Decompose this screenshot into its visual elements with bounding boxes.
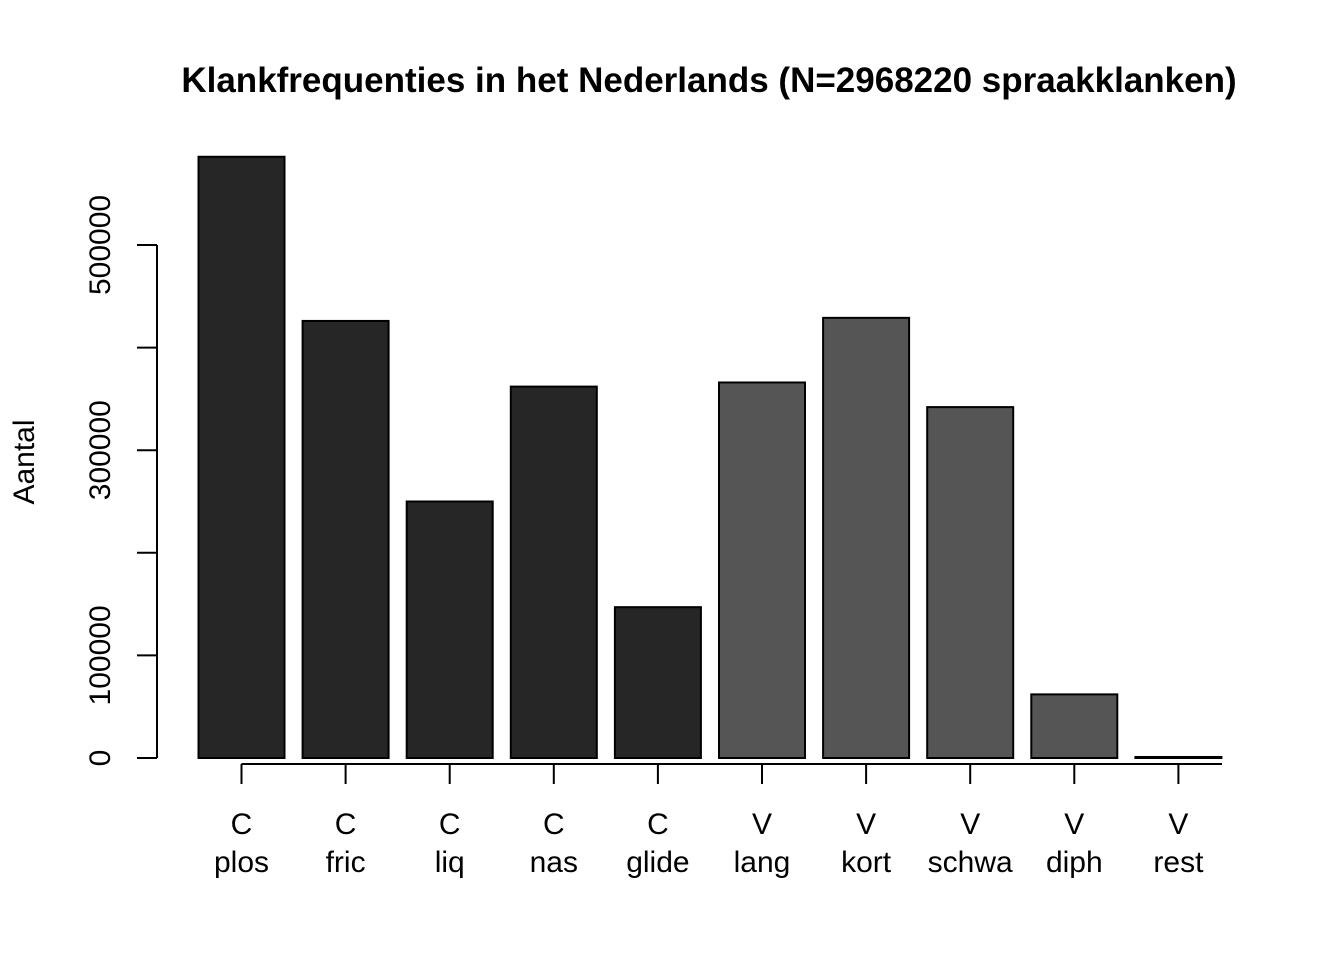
bar-nas	[509, 385, 598, 759]
x-tick-label: liq	[435, 846, 465, 879]
bar-rest	[1134, 755, 1223, 759]
bar-liq	[405, 500, 494, 759]
y-tick-label: 0	[84, 750, 117, 767]
x-tick-label: plos	[214, 846, 269, 879]
y-axis-label: Aantal	[8, 419, 41, 504]
bar-lang	[718, 381, 806, 759]
x-tick-label: kort	[841, 846, 892, 879]
x-tick-group-label: V	[1064, 808, 1084, 841]
x-tick-label: nas	[530, 846, 578, 879]
x-tick-group-label: V	[752, 808, 772, 841]
x-tick-label: diph	[1046, 846, 1103, 879]
y-tick-label: 500000	[84, 195, 117, 295]
x-tick-group-label: C	[335, 808, 357, 841]
bars	[197, 155, 1223, 760]
x-tick-label: rest	[1153, 846, 1204, 879]
x-tick-group-label: C	[543, 808, 565, 841]
bar-fric	[301, 319, 390, 759]
x-tick-group-label: C	[647, 808, 669, 841]
bar-schwa	[926, 406, 1015, 759]
bar-plos	[197, 155, 286, 760]
x-tick-group-label: V	[856, 808, 876, 841]
x-tick-group-label: C	[439, 808, 461, 841]
bar-glide	[613, 606, 702, 759]
x-tick-label: glide	[626, 846, 689, 879]
x-tick-group-label: V	[1168, 808, 1188, 841]
x-tick-label: fric	[326, 846, 366, 879]
chart-title: Klankfrequenties in het Nederlands (N=29…	[181, 61, 1236, 100]
x-tick-label: schwa	[928, 846, 1013, 879]
x-tick-label: lang	[734, 846, 791, 879]
x-tick-group-label: C	[231, 808, 253, 841]
y-tick-label: 100000	[84, 605, 117, 705]
bar-diph	[1030, 693, 1119, 759]
y-axis: 0 100000 300000 500000	[84, 195, 158, 767]
y-tick-label: 300000	[84, 400, 117, 500]
x-tick-group-label: V	[960, 808, 980, 841]
bar-kort	[822, 316, 911, 759]
